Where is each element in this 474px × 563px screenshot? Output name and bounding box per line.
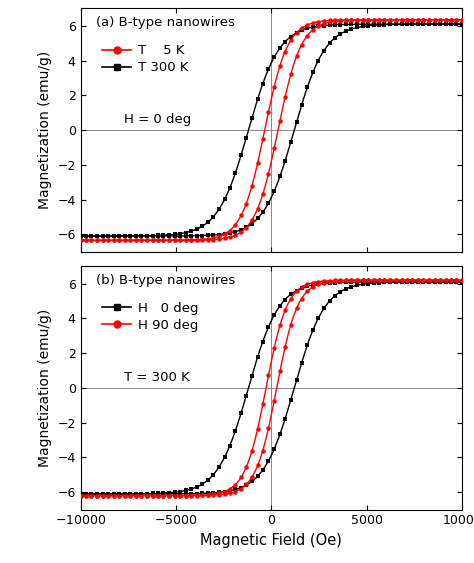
Y-axis label: Magnetization (emu/g): Magnetization (emu/g) (38, 51, 52, 209)
Text: (b) B-type nanowires: (b) B-type nanowires (96, 274, 235, 287)
Text: T = 300 K: T = 300 K (125, 371, 190, 384)
Text: (a) B-type nanowires: (a) B-type nanowires (96, 16, 235, 29)
Y-axis label: Magnetization (emu/g): Magnetization (emu/g) (38, 309, 52, 467)
X-axis label: Magnetic Field (Oe): Magnetic Field (Oe) (201, 533, 342, 548)
Legend: H   0 deg, H 90 deg: H 0 deg, H 90 deg (102, 302, 199, 332)
Legend: T    5 K, T 300 K: T 5 K, T 300 K (102, 44, 189, 74)
Text: H = 0 deg: H = 0 deg (125, 113, 191, 126)
